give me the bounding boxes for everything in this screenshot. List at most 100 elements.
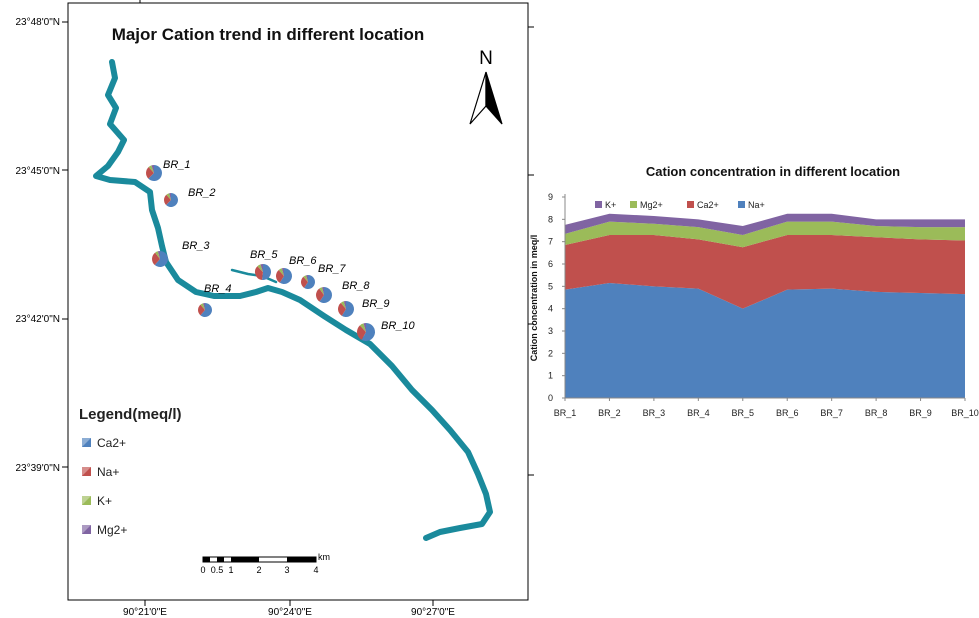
y-tick-label: 3: [548, 326, 553, 336]
pie-slice: [304, 275, 316, 289]
legend-swatch: [82, 438, 91, 447]
pie-slice: [279, 268, 293, 284]
y-tick-label: 6: [548, 259, 553, 269]
y-tick-label: 0: [548, 393, 553, 403]
y-tick-label: 4: [548, 304, 553, 314]
map-legend-item: Na+: [82, 465, 119, 479]
legend-swatch-shine: [82, 496, 91, 505]
scale-tick-1: 0.5: [211, 565, 224, 575]
map-legend-item: Ca2+: [82, 436, 126, 450]
pie-slice: [281, 268, 284, 276]
lon-label-1: 90°21'0"E: [123, 607, 167, 618]
chart-legend-label: K+: [605, 200, 616, 210]
station-pie-8: [316, 287, 332, 303]
pie-slice: [316, 288, 324, 302]
chart-title: Cation concentration in different locati…: [646, 164, 900, 179]
cation-area-chart: Cation concentration in different locati…: [529, 164, 979, 418]
pie-slice: [262, 264, 271, 280]
pie-slice: [157, 251, 160, 259]
chart-legend: K+ Mg2+ Ca2+ Na+: [595, 200, 765, 210]
y-tick-label: 2: [548, 348, 553, 358]
legend-swatch-shine: [82, 525, 91, 534]
x-tick-label: BR_7: [820, 408, 843, 418]
station-pie-4: [197, 303, 212, 317]
x-tick-label: BR_5: [732, 408, 755, 418]
pie-slice: [148, 165, 162, 181]
lat-axis-right: [528, 26, 534, 476]
chart-legend-item: Ca2+: [687, 200, 719, 210]
north-label: N: [479, 48, 493, 69]
pie-slice: [322, 287, 324, 295]
scale-bar: km 0 0.5 1 2 3 4: [200, 552, 330, 575]
map-legend-item: Mg2+: [82, 523, 127, 537]
x-tick-label: BR_4: [687, 408, 710, 418]
y-tick-label: 5: [548, 281, 553, 291]
pie-slice: [197, 304, 205, 316]
pie-slice: [337, 302, 346, 316]
chart-legend-label: Na+: [748, 200, 765, 210]
station-pie-1: [146, 165, 162, 181]
station-label-br9: BR_9: [362, 298, 390, 310]
pie-slice: [303, 275, 308, 282]
chart-ylabel: Cation concentration in meq/l: [529, 235, 539, 362]
legend-swatch-shine: [82, 467, 91, 476]
lat-label-3: 23°42'0"N: [16, 314, 61, 325]
area-series-Na+: [565, 282, 965, 398]
station-pie-charts: [146, 165, 375, 341]
pie-slice: [152, 252, 160, 266]
pie-slice: [203, 303, 205, 310]
map-legend-label: K+: [97, 494, 112, 508]
pie-slice: [155, 251, 160, 259]
station-label-br6: BR_6: [289, 255, 317, 267]
pie-slice: [146, 167, 154, 179]
chart-legend-swatch: [738, 201, 745, 208]
y-tick-label: 1: [548, 371, 553, 381]
x-tick-label: BR_9: [909, 408, 932, 418]
map-legend-label: Mg2+: [97, 523, 127, 537]
scale-tick-3: 2: [256, 565, 261, 575]
station-label-br5: BR_5: [250, 249, 278, 261]
pie-slice: [361, 323, 375, 341]
pie-slice: [166, 193, 179, 207]
map-legend: Legend(meq/l) Ca2+ Na+ K+ Mg2+: [79, 406, 182, 537]
x-tick-label: BR_6: [776, 408, 799, 418]
north-arrow-icon: N: [469, 48, 503, 125]
lat-label-4: 23°39'0"N: [16, 463, 61, 474]
chart-legend-item: Na+: [738, 200, 765, 210]
lon-axis: 90°21'0"E 90°24'0"E 90°27'0"E: [123, 0, 455, 618]
pie-slice: [255, 266, 263, 280]
pie-slice: [343, 301, 346, 309]
map-legend-title: Legend(meq/l): [79, 406, 182, 423]
station-label-br8: BR_8: [342, 280, 370, 292]
pie-slice: [200, 303, 205, 310]
station-label-br1: BR_1: [163, 159, 191, 171]
legend-swatch: [82, 496, 91, 505]
pie-slice: [260, 264, 263, 272]
scale-tick-2: 1: [228, 565, 233, 575]
legend-swatch: [82, 525, 91, 534]
lat-axis-left: 23°48'0"N 23°45'0"N 23°42'0"N 23°39'0"N: [16, 17, 68, 474]
map-legend-label: Ca2+: [97, 436, 126, 450]
area-series-Mg2+: [565, 221, 965, 248]
pie-slice: [341, 301, 354, 317]
pie-slice: [169, 193, 171, 200]
y-tick-label: 8: [548, 214, 553, 224]
pie-slice: [257, 264, 263, 272]
chart-legend-swatch: [630, 201, 637, 208]
lat-label-2: 23°45'0"N: [16, 166, 61, 177]
station-pie-6: [276, 268, 293, 284]
area-series-K+: [565, 213, 965, 235]
pie-slice: [154, 251, 168, 267]
station-label-br2: BR_2: [188, 187, 216, 199]
map-legend-label: Na+: [97, 465, 119, 479]
station-pie-7: [301, 275, 316, 289]
station-pie-3: [152, 251, 168, 267]
station-label-br10: BR_10: [381, 320, 416, 332]
legend-swatch: [82, 467, 91, 476]
pie-slice: [276, 270, 284, 283]
station-pie-2: [164, 193, 179, 207]
chart-legend-item: Mg2+: [630, 200, 663, 210]
pie-slice: [359, 323, 366, 332]
station-label-br3: BR_3: [182, 240, 210, 252]
cation-map: 23°48'0"N 23°45'0"N 23°42'0"N 23°39'0"N …: [16, 0, 534, 618]
